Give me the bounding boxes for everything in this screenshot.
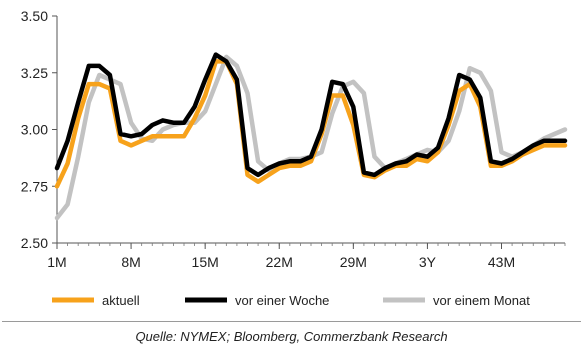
series-lines bbox=[54, 52, 568, 221]
legend-label-2: vor einer Woche bbox=[235, 293, 329, 308]
x-axis-tick-labels: 1M 8M 15M 22M 29M 3Y 43M bbox=[47, 254, 515, 270]
x-tick-label: 43M bbox=[488, 254, 515, 270]
x-tick-label: 22M bbox=[266, 254, 293, 270]
source-note: Quelle: NYMEX; Bloomberg, Commerzbank Re… bbox=[135, 329, 448, 344]
legend: aktuell vor einer Woche vor einem Monat bbox=[52, 293, 530, 308]
y-tick-label: 3.25 bbox=[21, 65, 48, 81]
y-tick-label: 2.75 bbox=[21, 178, 48, 194]
y-tick-label: 3.50 bbox=[21, 8, 48, 24]
y-axis-tick-labels: 3.50 3.25 3.00 2.75 2.50 bbox=[21, 8, 48, 251]
x-tick-label: 1M bbox=[47, 254, 66, 270]
chart-axes bbox=[52, 15, 566, 249]
y-tick-label: 3.00 bbox=[21, 122, 48, 138]
x-tick-label: 29M bbox=[340, 254, 367, 270]
legend-label-1: aktuell bbox=[102, 293, 140, 308]
x-tick-label: 15M bbox=[192, 254, 219, 270]
y-tick-label: 2.50 bbox=[21, 235, 48, 251]
x-tick-label: 8M bbox=[121, 254, 140, 270]
divider-line bbox=[2, 321, 581, 322]
series-line-2 bbox=[54, 52, 568, 178]
x-tick-label: 3Y bbox=[419, 254, 437, 270]
legend-label-3: vor einem Monat bbox=[433, 293, 530, 308]
